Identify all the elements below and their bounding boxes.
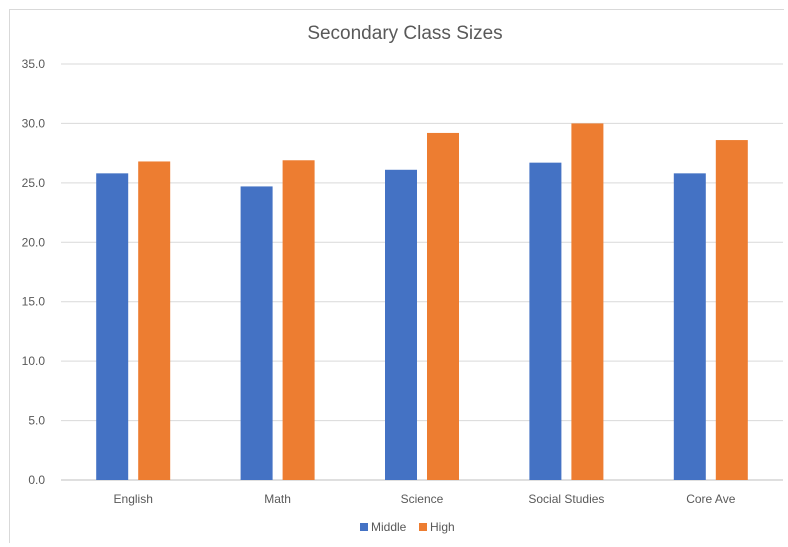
y-tick-label: 20.0	[22, 235, 46, 249]
y-tick-label: 15.0	[22, 295, 46, 309]
chart-title: Secondary Class Sizes	[307, 23, 502, 44]
x-tick-label: Science	[401, 492, 444, 506]
y-tick-label: 5.0	[28, 414, 45, 428]
legend-swatch-high	[419, 523, 427, 531]
legend: Middle High	[360, 520, 455, 534]
x-axis-tick-labels: English Math Science Social Studies Core Ave	[114, 492, 736, 506]
bar-high-science	[427, 132, 459, 481]
gridlines	[61, 63, 783, 481]
legend-label-high: High	[430, 520, 455, 534]
legend-swatch-middle	[360, 523, 368, 531]
y-tick-label: 0.0	[28, 473, 45, 487]
x-tick-label: Core Ave	[686, 492, 735, 506]
legend-label-middle: Middle	[371, 520, 407, 534]
y-tick-label: 25.0	[22, 176, 46, 190]
bar-high-math	[282, 160, 315, 480]
y-tick-label: 30.0	[22, 116, 46, 130]
bar-middle-math	[240, 186, 273, 480]
bar-middle-science	[385, 169, 417, 481]
x-tick-label: English	[114, 492, 153, 506]
bar-middle-social-studies	[529, 162, 562, 480]
bar-high-social-studies	[571, 123, 604, 480]
x-tick-label: Social Studies	[528, 492, 604, 506]
bar-middle-core-ave	[673, 173, 706, 480]
bars	[96, 123, 748, 481]
y-axis-tick-labels: 0.0 5.0 10.0 15.0 20.0 25.0 30.0 35.0	[22, 57, 46, 487]
bar-middle-english	[96, 173, 129, 480]
chart-frame	[9, 9, 784, 543]
x-tick-label: Math	[264, 492, 291, 506]
bar-high-core-ave	[715, 140, 748, 480]
y-tick-label: 10.0	[22, 354, 46, 368]
bar-high-english	[138, 161, 171, 480]
y-tick-label: 35.0	[22, 57, 46, 71]
